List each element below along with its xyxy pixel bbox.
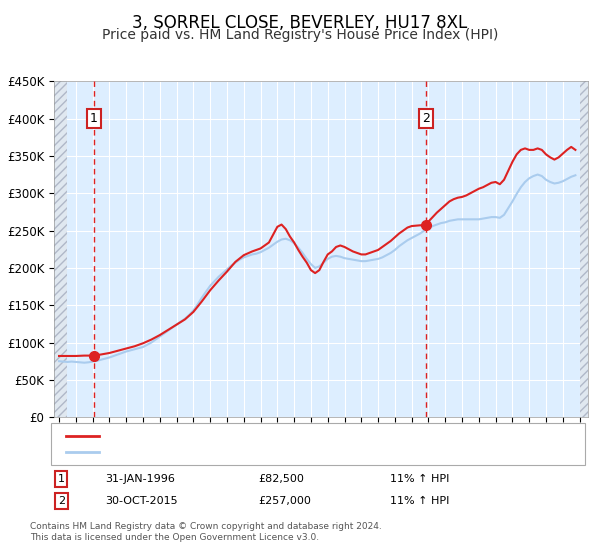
Text: 30-OCT-2015: 30-OCT-2015 — [105, 496, 178, 506]
Text: 11% ↑ HPI: 11% ↑ HPI — [390, 474, 449, 484]
Text: Contains HM Land Registry data © Crown copyright and database right 2024.: Contains HM Land Registry data © Crown c… — [30, 522, 382, 531]
Text: 1: 1 — [58, 474, 65, 484]
Text: £257,000: £257,000 — [258, 496, 311, 506]
Text: This data is licensed under the Open Government Licence v3.0.: This data is licensed under the Open Gov… — [30, 533, 319, 542]
Text: 2: 2 — [58, 496, 65, 506]
Text: 3, SORREL CLOSE, BEVERLEY, HU17 8XL: 3, SORREL CLOSE, BEVERLEY, HU17 8XL — [133, 14, 467, 32]
Text: HPI: Average price, detached house, East Riding of Yorkshire: HPI: Average price, detached house, East… — [105, 447, 442, 457]
Text: 1: 1 — [90, 112, 98, 125]
Text: £82,500: £82,500 — [258, 474, 304, 484]
Bar — [580, 81, 588, 417]
Text: Price paid vs. HM Land Registry's House Price Index (HPI): Price paid vs. HM Land Registry's House … — [102, 28, 498, 42]
Text: 3, SORREL CLOSE, BEVERLEY, HU17 8XL (detached house): 3, SORREL CLOSE, BEVERLEY, HU17 8XL (det… — [105, 431, 431, 441]
Bar — [54, 81, 67, 417]
Text: 31-JAN-1996: 31-JAN-1996 — [105, 474, 175, 484]
Text: 11% ↑ HPI: 11% ↑ HPI — [390, 496, 449, 506]
Text: 2: 2 — [422, 112, 430, 125]
